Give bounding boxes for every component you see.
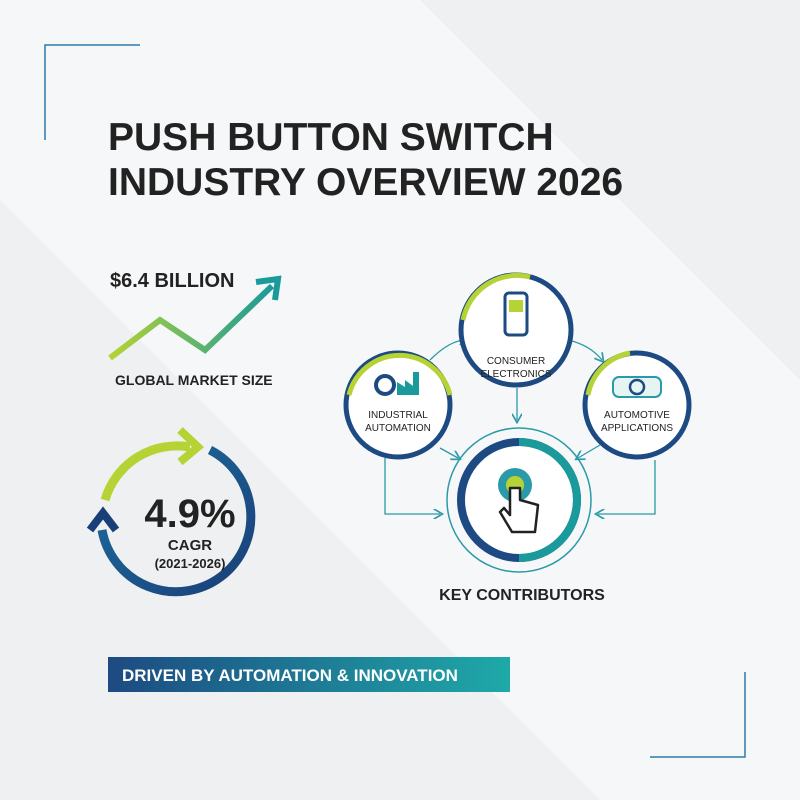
node-label: APPLICATIONS xyxy=(601,423,673,434)
cagr-label: CAGR xyxy=(168,537,212,554)
banner xyxy=(108,657,510,692)
cagr-period: (2021-2026) xyxy=(155,556,226,571)
wheel-icon xyxy=(628,378,646,396)
trend-arrow xyxy=(108,283,275,361)
cagr-arc xyxy=(100,441,191,502)
cagr-ring xyxy=(97,445,256,597)
hand-icon xyxy=(498,486,540,534)
market-label: GLOBAL MARKET SIZE xyxy=(115,372,273,388)
corner-bracket xyxy=(650,672,746,758)
node-label: AUTOMATION xyxy=(365,423,431,434)
outer-ring xyxy=(446,427,592,573)
node-arc xyxy=(585,350,631,396)
connector xyxy=(598,460,656,514)
node-industrial: INDUSTRIAL AUTOMATION xyxy=(343,350,453,460)
arrow-head xyxy=(255,275,282,301)
center-label: KEY CONTRIBUTORS xyxy=(439,587,605,604)
node-label: CONSUMER xyxy=(487,356,545,367)
corner-bracket xyxy=(44,44,140,140)
arrow-head xyxy=(86,506,120,533)
factory-icon xyxy=(397,372,419,395)
cagr-value: 4.9% xyxy=(144,492,235,536)
connector xyxy=(578,444,601,458)
title-line: PUSH BUTTON SWITCH xyxy=(108,116,554,159)
center-arc xyxy=(518,438,582,562)
banner-text: DRIVEN BY AUTOMATION & INNOVATION xyxy=(122,666,458,685)
node-arc xyxy=(346,352,453,396)
node-label: AUTOMOTIVE xyxy=(604,410,670,421)
node-circle xyxy=(582,350,692,460)
connector xyxy=(384,458,440,514)
node-label: ELECTRONICS xyxy=(480,369,551,380)
connector xyxy=(439,447,458,458)
node-arc xyxy=(460,272,531,321)
dashboard-icon xyxy=(612,376,662,398)
phone-icon xyxy=(503,291,529,337)
node-automotive: AUTOMOTIVE APPLICATIONS xyxy=(582,350,692,460)
node-label: INDUSTRIAL xyxy=(368,410,428,421)
gear-icon xyxy=(374,374,396,396)
market-value: $6.4 BILLION xyxy=(110,270,234,292)
node-consumer: CONSUMER ELECTRONICS xyxy=(458,272,574,388)
title-line: INDUSTRY OVERVIEW 2026 xyxy=(108,161,623,204)
arrow-head xyxy=(177,427,205,466)
phone-screen xyxy=(509,300,523,312)
